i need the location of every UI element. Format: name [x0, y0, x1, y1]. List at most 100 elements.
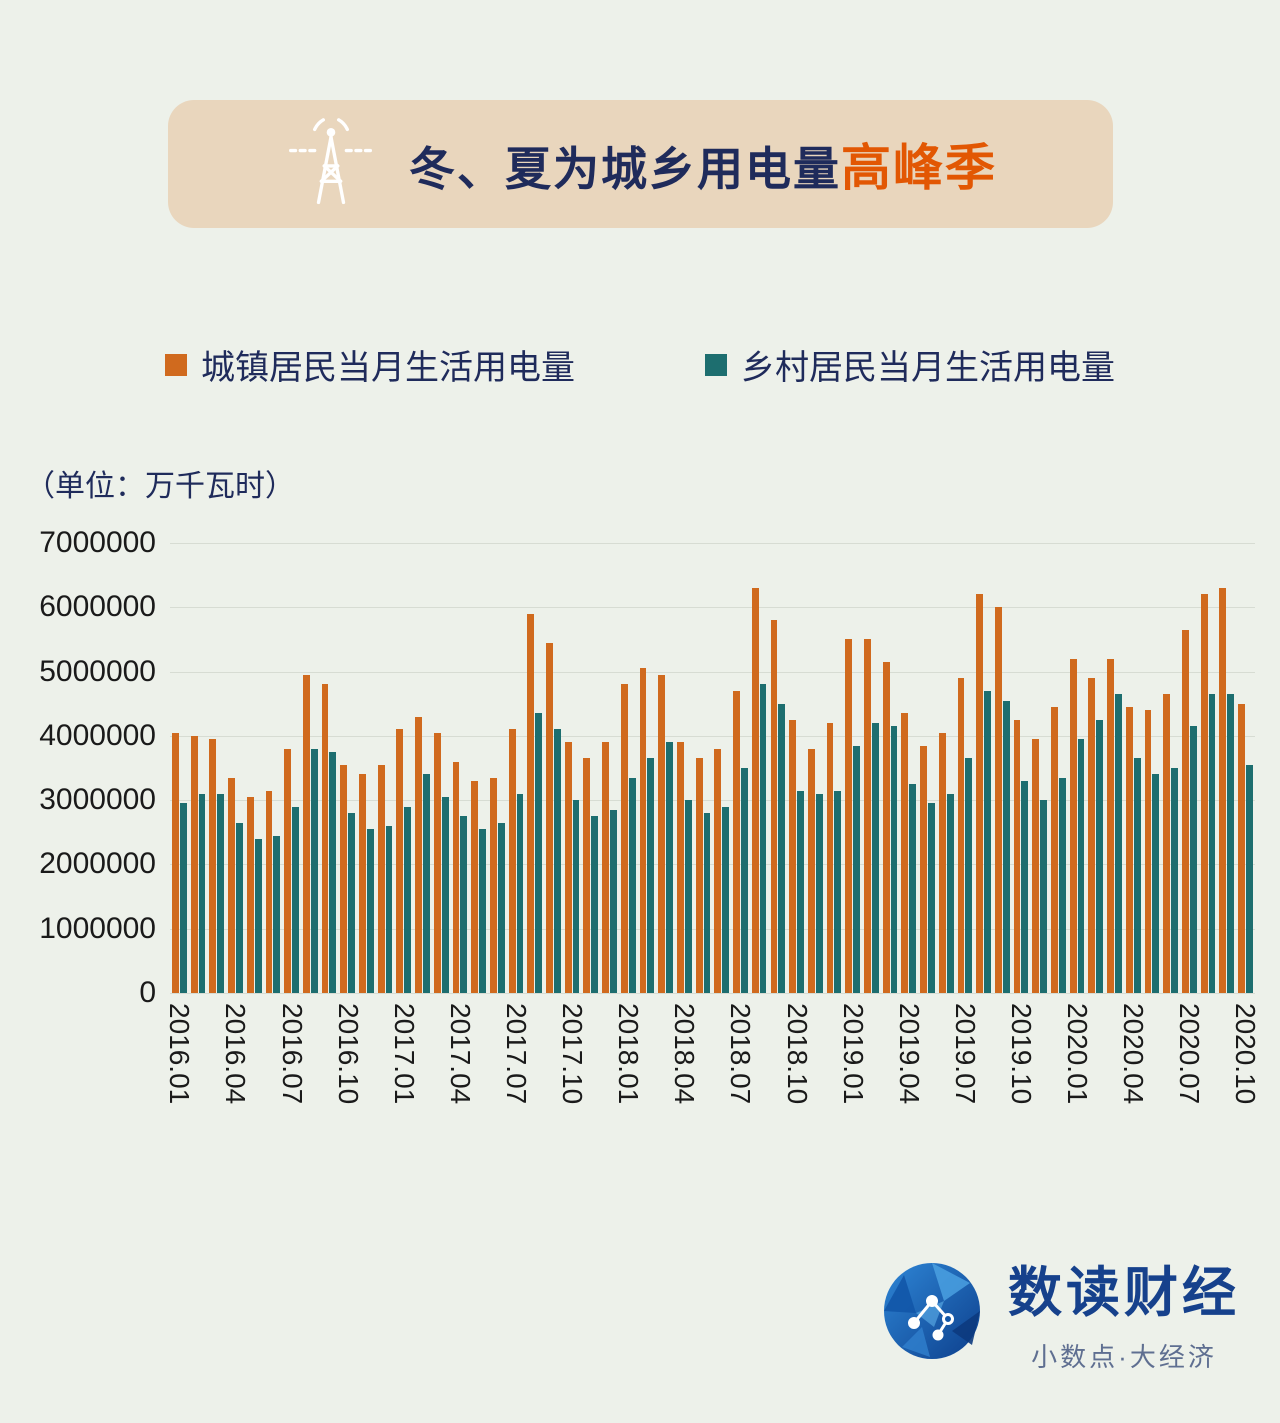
bar-rural [497, 822, 505, 993]
bar-group [843, 543, 862, 993]
x-slot: 2016.04 [220, 993, 251, 1148]
legend-label-rural: 乡村居民当月生活用电量 [741, 349, 1115, 387]
bar-group [1105, 543, 1124, 993]
bar-rural [946, 793, 954, 993]
bar-group [1086, 543, 1105, 993]
x-slot [525, 993, 544, 1148]
bar-rural [1245, 764, 1253, 993]
y-tick-label: 3000000 [39, 783, 156, 817]
bar-rural [722, 806, 730, 993]
x-slot [694, 993, 713, 1148]
bar-rural [1096, 719, 1104, 993]
bar-urban [1013, 719, 1021, 993]
bar-rural [235, 822, 243, 993]
bar-rural [1133, 758, 1141, 993]
bar-urban [452, 761, 460, 993]
bar-group [525, 543, 544, 993]
bar-rural [310, 748, 318, 993]
bar-urban [770, 620, 778, 993]
bar-group [544, 543, 563, 993]
legend-swatch-rural [705, 353, 727, 376]
bar-group [1030, 543, 1049, 993]
bar-urban [751, 588, 759, 993]
bar-urban [302, 674, 310, 993]
bar-urban [246, 796, 254, 993]
bar-rural [1152, 774, 1160, 993]
bar-urban [733, 690, 740, 993]
bar-urban [546, 642, 553, 993]
title-accent: 高峰季 [841, 140, 997, 196]
bar-group [432, 543, 451, 993]
bar-group [787, 543, 806, 993]
bar-urban [1032, 739, 1040, 993]
bar-urban [789, 719, 797, 993]
bar-urban [1238, 703, 1245, 993]
x-slot: 2019.04 [894, 993, 925, 1148]
plot-area [170, 543, 1255, 994]
bar-urban [639, 668, 647, 993]
bar-urban [433, 732, 441, 993]
bar-group [656, 543, 675, 993]
bar-urban [620, 684, 628, 993]
bar-urban [228, 777, 235, 993]
bar-urban [994, 607, 1002, 993]
bar-urban [564, 742, 572, 993]
bar-group [769, 543, 788, 993]
bar-group [264, 543, 283, 993]
bar-urban [901, 713, 909, 993]
bar-urban [882, 661, 890, 993]
bar-rural [348, 813, 356, 993]
header-badge: 冬、夏为城乡用电量高峰季 [167, 100, 1113, 228]
x-slot [638, 993, 657, 1148]
bar-urban [1163, 694, 1171, 993]
bar-rural [179, 803, 187, 993]
bar-rural [684, 800, 692, 993]
bar-group [226, 543, 245, 993]
bar-group [1161, 543, 1180, 993]
bar-group [1124, 543, 1143, 993]
x-slot: 2016.07 [277, 993, 308, 1148]
gridline [170, 993, 1255, 994]
bar-rural [610, 809, 617, 993]
bar-urban [284, 748, 292, 993]
bar-rural [553, 729, 561, 993]
bar-group [469, 543, 488, 993]
legend-item-urban: 城镇居民当月生活用电量 [165, 340, 575, 389]
bar-urban [190, 735, 198, 993]
x-slot: 2016.10 [333, 993, 364, 1148]
bar-rural [254, 838, 262, 993]
chart-legend: 城镇居民当月生活用电量 乡村居民当月生活用电量 [0, 340, 1280, 389]
legend-item-rural: 乡村居民当月生活用电量 [705, 340, 1115, 389]
bar-group [918, 543, 937, 993]
bar-urban [377, 764, 385, 993]
bar-urban [489, 777, 497, 993]
x-slot [918, 993, 937, 1148]
x-slot: 2018.01 [613, 993, 644, 1148]
x-slot [974, 993, 993, 1148]
bar-urban [976, 594, 984, 993]
bar-group [376, 543, 395, 993]
bar-rural [460, 816, 468, 993]
bar-urban [321, 684, 329, 993]
bar-rural [479, 829, 486, 993]
bar-urban [471, 780, 479, 993]
plot-column: 2016.01 2016.04 2016.07 2016.10 2017.01 2017.… [164, 543, 1261, 1148]
bar-urban [1069, 658, 1077, 993]
bar-rural [1171, 768, 1178, 993]
bar-group [170, 543, 189, 993]
bar-group [320, 543, 339, 993]
bar-urban [359, 774, 366, 993]
bar-rural [1002, 700, 1010, 993]
bar-rural [965, 758, 973, 993]
bar-chart: 7000000 6000000 5000000 4000000 3000000 20000… [0, 526, 1261, 1148]
bar-group [825, 543, 844, 993]
x-slot [469, 993, 488, 1148]
bar-urban [714, 748, 722, 993]
x-slot [301, 993, 320, 1148]
bar-rural [1189, 726, 1197, 993]
bar-group [207, 543, 226, 993]
bar-rural [441, 796, 449, 993]
legend-swatch-urban [165, 353, 187, 376]
x-slot [806, 993, 825, 1148]
